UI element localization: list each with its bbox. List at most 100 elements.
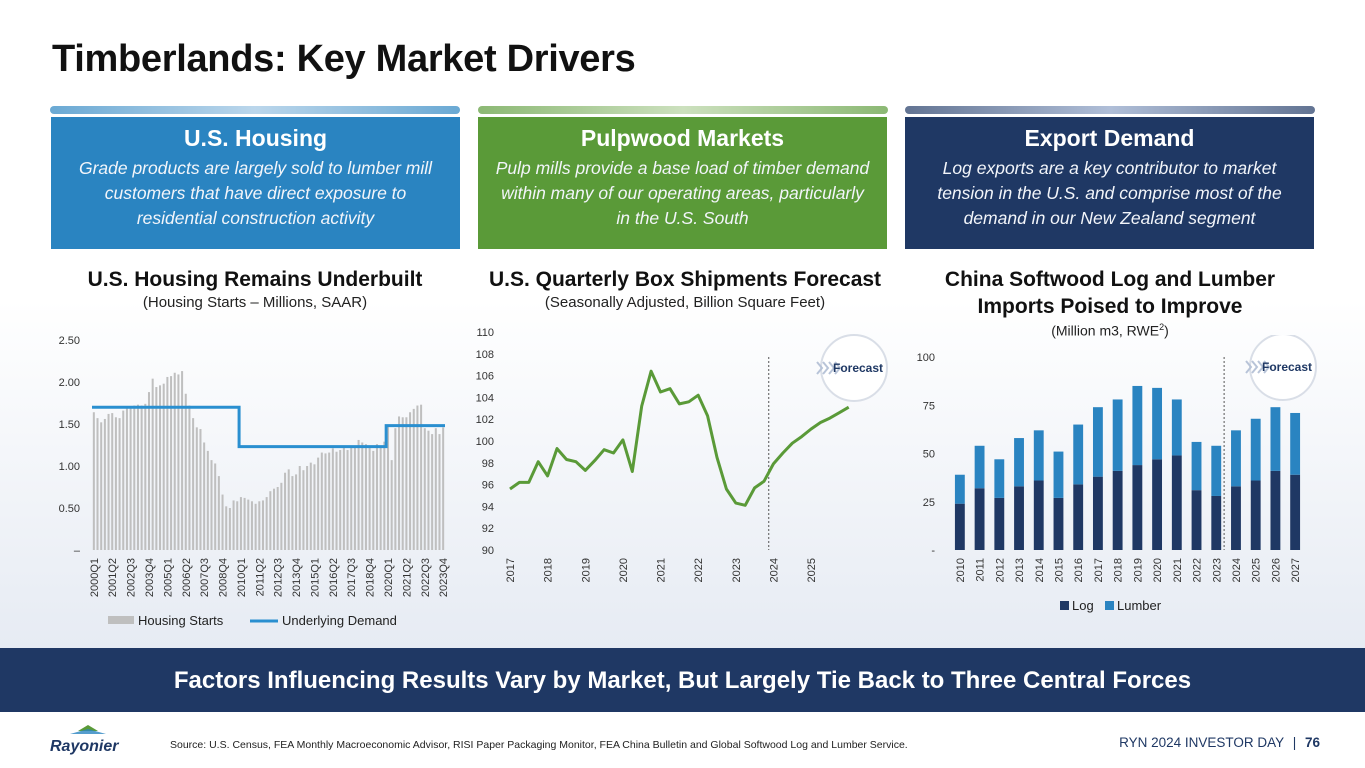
log-bar bbox=[1014, 486, 1024, 550]
lumber-bar bbox=[1073, 424, 1084, 485]
x-tick-label: 2018 bbox=[543, 558, 555, 582]
housing-starts-bar bbox=[298, 466, 301, 550]
housing-starts-bar bbox=[320, 452, 323, 550]
y-tick-label: 104 bbox=[476, 392, 494, 404]
china-chart-title-line1: China Softwood Log and Lumber bbox=[944, 268, 1276, 291]
x-tick-label: 2015 bbox=[1053, 558, 1065, 582]
x-tick-label: 2022Q3 bbox=[420, 558, 432, 597]
log-bar bbox=[1171, 455, 1182, 550]
housing-starts-bar bbox=[243, 497, 246, 550]
housing-starts-bar bbox=[155, 387, 158, 550]
x-tick-label: 2010 bbox=[955, 558, 967, 582]
housing-starts-bar bbox=[313, 464, 316, 550]
forecast-label: Forecast bbox=[833, 361, 883, 375]
housing-starts-bar bbox=[250, 501, 253, 550]
housing-starts-bar bbox=[140, 405, 143, 550]
log-bar bbox=[1231, 486, 1241, 550]
underlying-demand-line bbox=[92, 405, 445, 449]
y-tick-label: 110 bbox=[476, 327, 494, 339]
banner: Factors Influencing Results Vary by Mark… bbox=[0, 648, 1365, 712]
x-tick-label: 2020Q1 bbox=[383, 558, 395, 597]
log-bar bbox=[1290, 474, 1301, 550]
x-tick-label: 2013 bbox=[1014, 558, 1026, 582]
y-tick-label: 96 bbox=[482, 480, 494, 492]
log-bar bbox=[1270, 470, 1281, 550]
card-heading: Pulpwood Markets bbox=[580, 125, 785, 151]
legend-swatch-lumber bbox=[1105, 601, 1114, 610]
lumber-bar bbox=[1191, 441, 1202, 491]
housing-starts-bar bbox=[302, 470, 305, 550]
x-tick-label: 2024 bbox=[768, 558, 780, 582]
y-tick-label: 50 bbox=[923, 449, 935, 461]
housing-starts-bar bbox=[173, 372, 176, 550]
housing-starts-bar bbox=[147, 392, 151, 550]
y-tick-label: 108 bbox=[476, 349, 494, 361]
housing-starts-bar bbox=[111, 413, 114, 550]
lumber-bar bbox=[1053, 451, 1064, 498]
box-shipments-chart: 90 92 94 96 98 100 102 104 106 108 110 2017 2018 2019… bbox=[476, 327, 888, 582]
log-bar bbox=[1152, 459, 1163, 550]
y-tick-label: 106 bbox=[476, 371, 494, 383]
housing-starts-bar bbox=[166, 376, 169, 550]
housing-starts-bar bbox=[122, 410, 125, 550]
housing-starts-bar bbox=[291, 476, 294, 550]
housing-chart-title: U.S. Housing Remains Underbuilt bbox=[87, 268, 423, 291]
x-tick-label: 2027 bbox=[1290, 558, 1302, 582]
housing-starts-bar bbox=[210, 460, 213, 550]
x-tick-label: 2012 bbox=[994, 558, 1006, 582]
housing-starts-bar bbox=[125, 407, 128, 550]
x-tick-label: 2017 bbox=[1093, 558, 1105, 582]
housing-starts-bar bbox=[225, 506, 228, 550]
x-tick-label: 2021Q2 bbox=[401, 558, 413, 597]
x-tick-label: 2023 bbox=[731, 558, 743, 582]
housing-starts-bar bbox=[331, 448, 334, 550]
housing-starts-bar bbox=[342, 445, 345, 550]
legend-label-lumber: Lumber bbox=[1117, 598, 1162, 613]
log-bar bbox=[1211, 495, 1222, 550]
card-heading: U.S. Housing bbox=[183, 125, 328, 151]
x-tick-label: 2000Q1 bbox=[89, 558, 101, 597]
event-name: RYN 2024 INVESTOR DAY bbox=[1119, 735, 1284, 750]
lumber-bar bbox=[1290, 412, 1301, 475]
housing-starts-bar bbox=[405, 417, 408, 550]
lumber-bar bbox=[954, 474, 965, 504]
lumber-bar bbox=[1231, 430, 1241, 487]
housing-starts-bar bbox=[214, 463, 217, 550]
chevron-icon bbox=[828, 361, 836, 375]
housing-starts-bar bbox=[177, 374, 180, 550]
housing-starts-bar bbox=[438, 434, 441, 550]
china-chart-subtitle: (Million m3, RWE2) bbox=[905, 322, 1315, 339]
log-bar bbox=[974, 488, 985, 550]
housing-starts-bar bbox=[261, 500, 264, 550]
lumber-bar bbox=[1152, 387, 1163, 460]
lumber-bar bbox=[1211, 445, 1222, 496]
housing-starts-bar bbox=[295, 474, 298, 550]
lumber-bar bbox=[1270, 407, 1281, 471]
x-tick-label: 2006Q2 bbox=[181, 558, 193, 597]
log-bar bbox=[1112, 470, 1123, 550]
x-tick-label: 2024 bbox=[1231, 558, 1243, 582]
y-tick-label: 90 bbox=[482, 545, 494, 557]
page-number: 76 bbox=[1304, 735, 1320, 750]
housing-starts-bar bbox=[159, 385, 162, 550]
chevron-icon bbox=[834, 361, 842, 375]
housing-starts-bar bbox=[423, 428, 426, 550]
housing-starts-bar bbox=[188, 405, 191, 550]
log-bar bbox=[1191, 490, 1202, 550]
housing-starts-bar bbox=[353, 447, 356, 550]
x-tick-label: 2019 bbox=[580, 558, 592, 582]
housing-starts-bar bbox=[203, 442, 206, 550]
x-tick-label: 2020 bbox=[1152, 558, 1164, 582]
housing-starts-bar bbox=[364, 444, 367, 550]
logo-text: Rayonier bbox=[50, 738, 119, 755]
china-chart-title-line2: Imports Poised to Improve bbox=[977, 295, 1243, 318]
card-text: Log exports are a key contributor to mar… bbox=[937, 158, 1282, 228]
housing-starts-bar bbox=[136, 404, 139, 550]
china-sub-text: (Million m3, RWE bbox=[1051, 322, 1160, 339]
housing-starts-bar bbox=[228, 508, 231, 550]
box-shipments-line bbox=[509, 369, 850, 507]
housing-starts-bar bbox=[206, 450, 209, 550]
lumber-bar bbox=[1014, 438, 1024, 487]
x-tick-label: 2023Q4 bbox=[438, 558, 450, 597]
housing-starts-bar bbox=[434, 428, 437, 550]
